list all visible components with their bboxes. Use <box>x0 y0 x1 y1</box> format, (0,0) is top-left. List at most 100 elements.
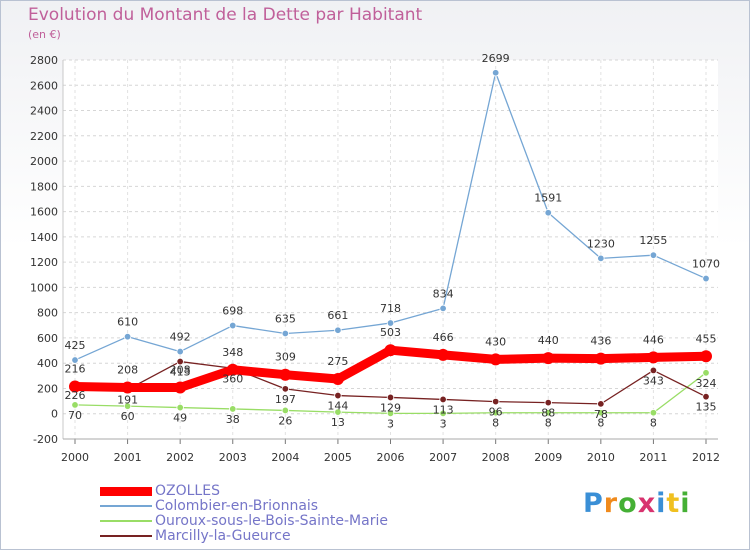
data-point <box>649 251 658 259</box>
data-label: 60 <box>121 410 135 423</box>
y-tick-label: -200 <box>33 433 58 446</box>
x-tick-label: 2007 <box>429 451 457 464</box>
data-point <box>229 321 237 330</box>
y-tick-label: 1200 <box>30 256 58 269</box>
data-label: 492 <box>170 331 191 344</box>
data-label: 2699 <box>482 52 510 65</box>
legend-label: OZOLLES <box>155 483 220 499</box>
data-point <box>439 304 447 313</box>
data-label: 113 <box>433 403 454 416</box>
y-tick-label: 800 <box>37 307 58 320</box>
data-label: 208 <box>117 363 138 376</box>
data-point <box>439 409 447 418</box>
data-label: 635 <box>275 313 296 326</box>
data-label: 96 <box>489 406 503 419</box>
data-label: 834 <box>433 287 454 300</box>
x-tick-label: 2011 <box>639 451 667 464</box>
data-point <box>544 398 552 407</box>
data-label: 226 <box>65 389 86 402</box>
logo-letter: t <box>666 488 681 519</box>
x-tick-label: 2002 <box>166 451 194 464</box>
data-label: 440 <box>538 334 559 347</box>
legend-label: Colombier-en-Brionnais <box>155 498 319 514</box>
legend-swatch-marcilly <box>100 535 152 537</box>
data-label: 8 <box>597 417 604 430</box>
data-point <box>597 409 605 417</box>
x-tick-label: 2003 <box>219 451 247 464</box>
data-point <box>544 409 552 417</box>
x-tick-label: 2009 <box>534 451 562 464</box>
y-tick-label: 1800 <box>30 180 58 193</box>
data-label: 13 <box>331 416 345 429</box>
data-point <box>334 326 342 334</box>
data-point <box>176 357 184 366</box>
data-label: 70 <box>68 409 82 422</box>
data-point <box>226 363 239 376</box>
data-point <box>386 409 395 418</box>
data-label: 466 <box>433 331 454 344</box>
data-point <box>702 392 710 401</box>
data-label: 3 <box>387 417 394 430</box>
logo-letter: i <box>680 488 691 519</box>
data-label: 78 <box>594 408 608 421</box>
data-label: 610 <box>117 316 138 329</box>
data-point <box>597 254 605 263</box>
data-point <box>71 356 79 364</box>
y-tick-label: 2200 <box>30 130 58 143</box>
data-point <box>489 353 502 366</box>
data-point <box>437 348 450 361</box>
data-label: 360 <box>222 372 243 385</box>
legend-swatch-ouroux <box>100 520 152 522</box>
data-point <box>700 350 712 363</box>
data-point <box>121 381 134 394</box>
data-label: 1230 <box>587 237 615 250</box>
data-point <box>647 351 660 364</box>
data-label: 455 <box>696 332 717 345</box>
data-label: 309 <box>275 351 296 364</box>
x-tick-label: 2005 <box>324 451 352 464</box>
y-tick-label: 200 <box>37 382 58 395</box>
data-label: 208 <box>170 363 191 376</box>
data-point <box>281 385 290 393</box>
data-point <box>384 344 397 357</box>
data-label: 324 <box>696 377 717 390</box>
y-tick-label: 0 <box>51 408 58 421</box>
legend-label: Marcilly-la-Gueurce <box>155 528 291 544</box>
data-label: 275 <box>327 355 348 368</box>
plot-area <box>63 60 718 439</box>
data-label: 144 <box>327 400 348 413</box>
data-label: 38 <box>226 413 240 426</box>
data-point <box>279 368 292 381</box>
y-tick-label: 2800 <box>30 54 58 67</box>
data-label: 191 <box>117 394 138 407</box>
data-point <box>491 69 500 77</box>
chart-title: Evolution du Montant de la Dette par Hab… <box>28 5 423 25</box>
data-label: 135 <box>696 401 717 414</box>
data-label: 49 <box>173 412 187 425</box>
data-label: 430 <box>485 335 506 348</box>
data-label: 1255 <box>639 234 667 247</box>
legend-swatch-ozolles <box>100 487 152 496</box>
x-tick-label: 2008 <box>482 451 510 464</box>
y-tick-label: 600 <box>37 332 58 345</box>
x-tick-label: 2012 <box>692 451 720 464</box>
data-label: 129 <box>380 401 401 414</box>
data-label: 26 <box>278 414 292 427</box>
data-point <box>649 366 658 375</box>
data-point <box>597 400 605 408</box>
logo-letter: P <box>583 488 604 519</box>
x-tick-label: 2001 <box>114 451 142 464</box>
data-point <box>229 405 237 413</box>
data-label: 503 <box>380 326 401 339</box>
data-point <box>439 395 447 404</box>
data-point <box>176 403 184 412</box>
x-tick-label: 2010 <box>587 451 615 464</box>
data-point <box>334 408 342 416</box>
data-point <box>542 352 555 365</box>
data-point <box>176 347 184 356</box>
data-point <box>69 380 81 393</box>
y-tick-label: 400 <box>37 357 58 370</box>
logo-letter: o <box>618 488 638 519</box>
data-point <box>71 401 79 409</box>
